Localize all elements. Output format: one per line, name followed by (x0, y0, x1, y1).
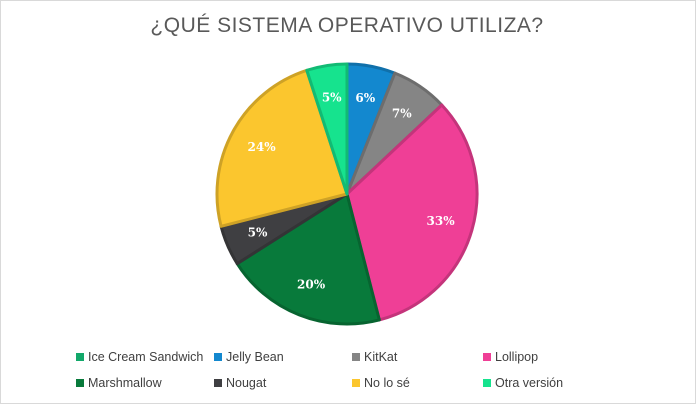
legend-label: Jelly Bean (226, 350, 284, 364)
legend-swatch (214, 353, 222, 361)
data-label-kitkat: 7% (392, 106, 412, 120)
legend-item: Nougat (214, 375, 352, 391)
legend-item: Marshmallow (76, 375, 214, 391)
legend-label: Otra versión (495, 376, 564, 390)
data-label-jelly-bean: 6% (355, 91, 375, 105)
legend-swatch (76, 379, 84, 387)
legend-label: Ice Cream Sandwich (88, 350, 204, 364)
chart-title: ¿QUÉ SISTEMA OPERATIVO UTILIZA? (150, 14, 544, 37)
legend-item: Lollipop (483, 349, 633, 365)
data-label-no-lo-s-: 24% (248, 140, 277, 154)
legend-swatch (483, 379, 491, 387)
legend-swatch (352, 379, 360, 387)
chart-legend: Ice Cream Sandwich Jelly Bean KitKat Lollip… (76, 349, 676, 391)
legend-swatch (76, 353, 84, 361)
legend-item: Ice Cream Sandwich (76, 349, 214, 365)
pie-slice-lollipop (345, 103, 479, 322)
pie-slice-marshmallow (235, 192, 381, 326)
pie-slice-otra-versi-n (305, 62, 349, 196)
pie-slice-no-lo-s- (215, 68, 349, 228)
data-label-marshmallow: 20% (297, 278, 326, 292)
data-label-lollipop: 33% (427, 214, 456, 228)
data-label-nougat: 5% (248, 226, 268, 240)
legend-label: Lollipop (495, 350, 539, 364)
legend-swatch (352, 353, 360, 361)
legend-swatch (483, 353, 491, 361)
legend-swatch (214, 379, 222, 387)
legend-item: No lo sé (352, 375, 483, 391)
legend-label: KitKat (364, 350, 398, 364)
legend-label: Marshmallow (88, 376, 162, 390)
legend-label: Nougat (226, 376, 267, 390)
legend-item: Otra versión (483, 375, 633, 391)
legend-item: KitKat (352, 349, 483, 365)
legend-label: No lo sé (364, 376, 410, 390)
data-label-otra-versi-n: 5% (322, 91, 342, 105)
legend-item: Jelly Bean (214, 349, 352, 365)
